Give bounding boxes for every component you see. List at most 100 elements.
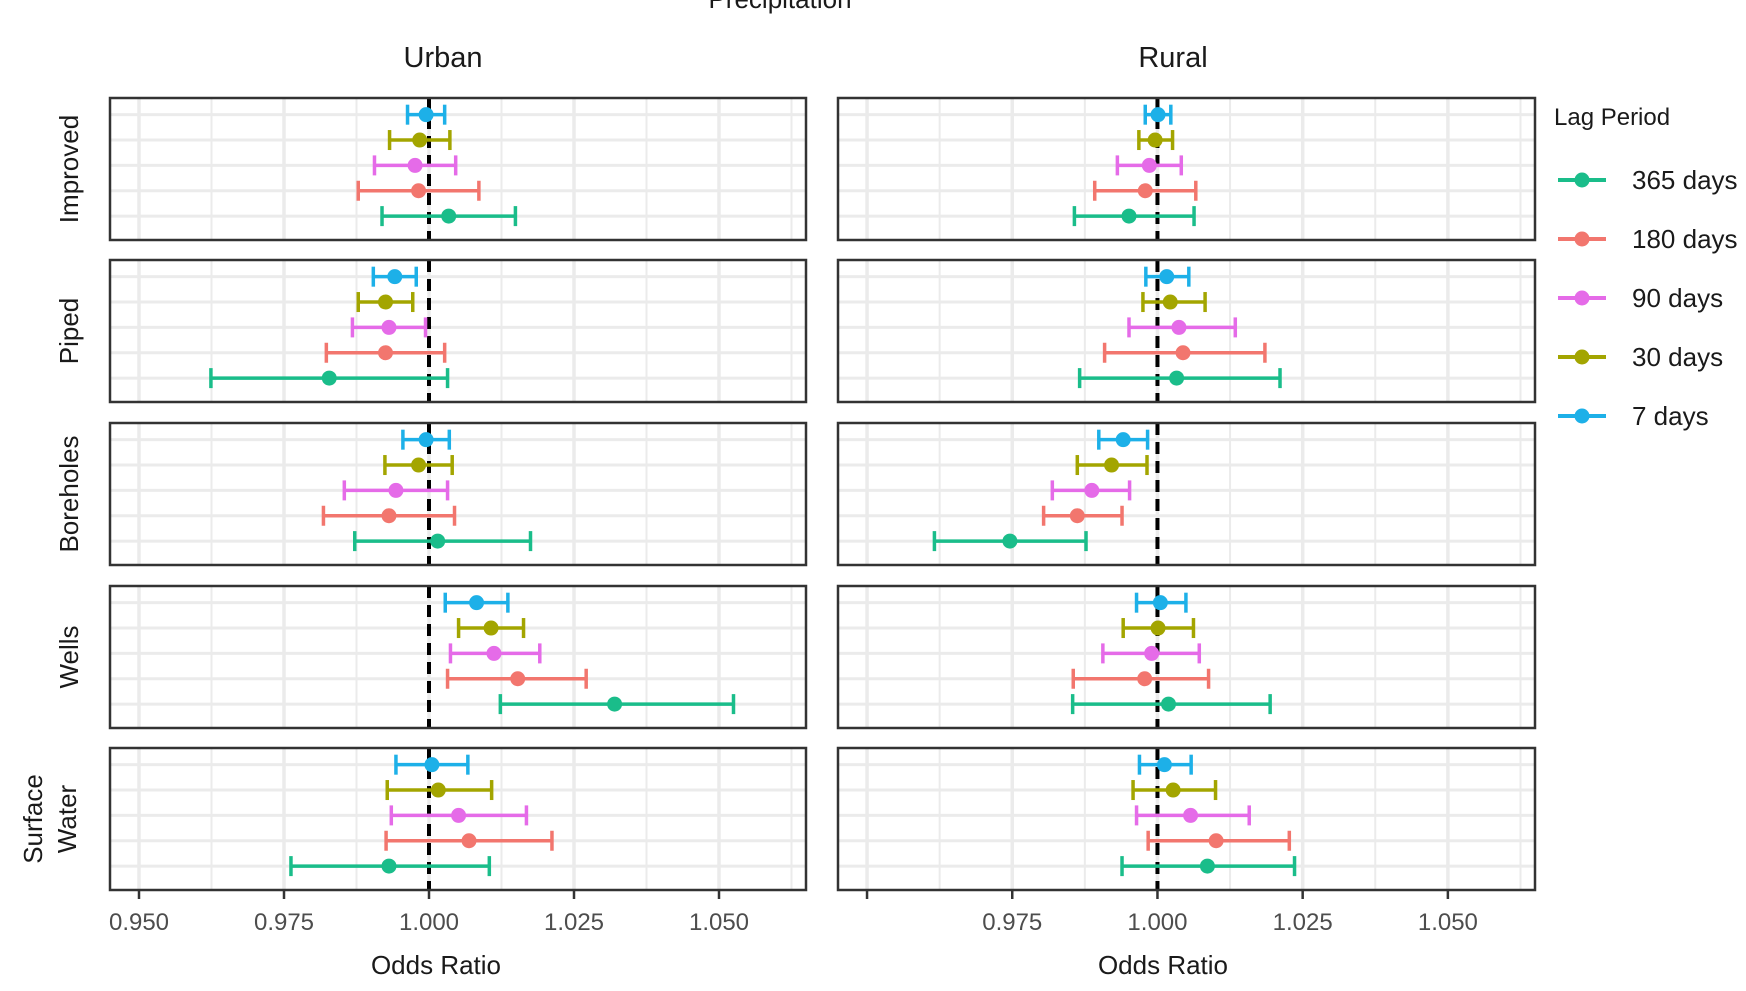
estimate-point <box>1115 432 1131 448</box>
legend-item-180-days: 180 days <box>1558 224 1738 254</box>
estimate-point <box>388 482 404 498</box>
column-title-rural: Rural <box>1138 42 1207 74</box>
errorbar-180-days <box>1102 342 1267 363</box>
legend-swatch-point <box>1574 231 1590 247</box>
estimate-point <box>430 533 446 549</box>
panel-border <box>836 421 1537 567</box>
errorbar-180-days <box>1146 830 1292 851</box>
errorbar-30-days <box>1141 292 1207 313</box>
errorbar-90-days <box>448 643 542 664</box>
panel-urban-boreholes <box>108 421 808 567</box>
legend-item-7-days: 7 days <box>1558 401 1709 431</box>
errorbar-90-days <box>1050 480 1132 501</box>
estimate-point <box>1152 595 1168 611</box>
estimate-point <box>1208 833 1224 849</box>
row-label-wells: Wells <box>54 625 84 688</box>
panel-border <box>108 746 808 892</box>
estimate-point <box>1147 132 1163 148</box>
estimate-point <box>412 132 428 148</box>
legend-item-365-days: 365 days <box>1558 165 1738 195</box>
estimate-point <box>451 807 467 823</box>
estimate-point <box>1175 345 1191 361</box>
errorbar-7-days <box>1143 104 1173 125</box>
estimate-point <box>1104 457 1120 473</box>
panel-urban-wells <box>108 584 808 730</box>
errorbar-30-days <box>1137 130 1175 151</box>
estimate-point <box>1169 370 1185 386</box>
errorbar-90-days <box>1127 317 1238 338</box>
estimate-point <box>381 858 397 874</box>
errorbar-7-days <box>1144 266 1191 287</box>
estimate-point <box>1156 757 1172 773</box>
panel-urban-surface-water <box>108 746 808 892</box>
errorbar-30-days <box>383 455 454 476</box>
panel-border <box>108 258 808 404</box>
errorbar-7-days <box>394 754 470 775</box>
x-tick-label: 0.975 <box>254 909 314 936</box>
errorbar-7-days <box>1137 754 1193 775</box>
errorbar-180-days <box>445 668 588 689</box>
chart-title: Precipitation <box>708 0 851 14</box>
errorbar-90-days <box>389 805 529 826</box>
errorbar-90-days <box>1115 155 1184 176</box>
panel-border <box>836 584 1537 730</box>
x-tick-label: 1.050 <box>689 909 749 936</box>
errorbar-90-days <box>342 480 450 501</box>
errorbar-365-days <box>1070 694 1272 715</box>
x-tick-label: 0.975 <box>982 909 1042 936</box>
estimate-point <box>1144 645 1160 661</box>
estimate-point <box>418 107 434 123</box>
errorbar-30-days <box>456 618 526 639</box>
panel-background <box>838 98 1535 240</box>
estimate-point <box>1084 482 1100 498</box>
errorbar-365-days <box>289 856 492 877</box>
errorbar-7-days <box>401 429 452 450</box>
panel-border <box>108 584 808 730</box>
legend-swatch-point <box>1574 290 1590 306</box>
errorbar-180-days <box>384 830 554 851</box>
estimate-point <box>418 432 434 448</box>
panel-background <box>110 586 806 728</box>
estimate-point <box>1137 671 1153 687</box>
errorbar-7-days <box>371 266 418 287</box>
estimate-point <box>387 269 403 285</box>
estimate-point <box>607 696 623 712</box>
errorbar-365-days <box>1120 856 1297 877</box>
panel-border <box>108 421 808 567</box>
errorbar-180-days <box>356 180 481 201</box>
errorbar-365-days <box>1072 206 1196 227</box>
estimate-point <box>441 208 457 224</box>
row-label-surface-water: Surface Water <box>18 774 82 864</box>
errorbar-180-days <box>1092 180 1198 201</box>
errorbar-365-days <box>353 531 533 552</box>
legend-label: 7 days <box>1632 401 1709 431</box>
estimate-point <box>1069 508 1085 524</box>
panel-border <box>836 746 1537 892</box>
legend-label: 90 days <box>1632 283 1723 313</box>
errorbar-365-days <box>380 206 518 227</box>
panel-border <box>108 96 808 242</box>
errorbar-7-days <box>1134 592 1188 613</box>
estimate-point <box>407 157 423 173</box>
errorbar-90-days <box>1101 643 1202 664</box>
errorbar-30-days <box>1075 455 1149 476</box>
estimate-point <box>430 782 446 798</box>
estimate-point <box>1002 533 1018 549</box>
estimate-point <box>469 595 485 611</box>
x-tick-label: 1.025 <box>544 909 604 936</box>
panel-background <box>110 260 806 402</box>
errorbar-365-days <box>209 368 450 389</box>
legend-item-90-days: 90 days <box>1558 283 1723 313</box>
errorbar-30-days <box>1121 618 1196 639</box>
errorbar-365-days <box>1077 368 1282 389</box>
estimate-point <box>1141 157 1157 173</box>
errorbar-7-days <box>405 104 447 125</box>
estimate-point <box>1165 782 1181 798</box>
x-tick-label: 0.950 <box>109 909 169 936</box>
errorbar-90-days <box>372 155 458 176</box>
x-axis-label-urban: Odds Ratio <box>371 950 501 980</box>
panel-rural-surface-water <box>836 746 1537 892</box>
estimate-point <box>381 508 397 524</box>
errorbar-180-days <box>1071 668 1211 689</box>
errorbar-180-days <box>1041 505 1124 526</box>
